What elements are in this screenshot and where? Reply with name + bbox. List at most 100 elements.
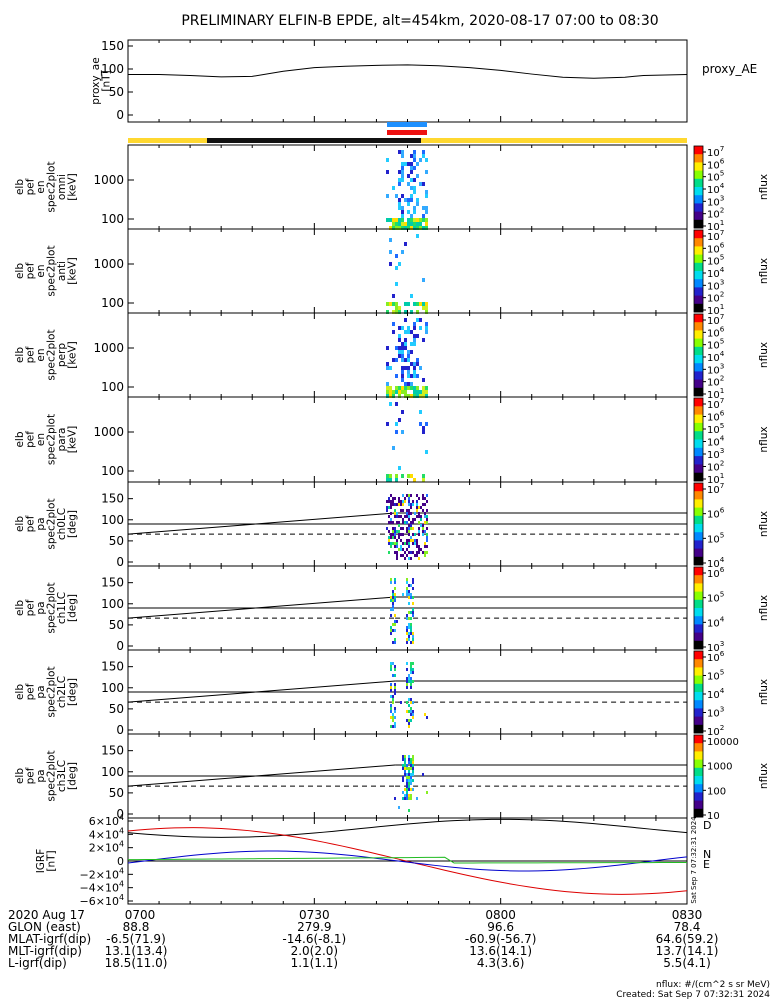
colorbar-title: nflux (758, 595, 770, 621)
spectrogram-pixel (422, 226, 425, 230)
colorbar-tick-label: 105 (707, 421, 724, 436)
y-tick-label: 1000 (93, 173, 124, 187)
colorbar-tick-label: 103 (707, 277, 724, 292)
spectrogram-pixel (404, 346, 407, 350)
y-axis-label-line: elb (14, 684, 26, 700)
y-axis-label-line: elb (14, 263, 26, 279)
spectrogram-pixel (422, 182, 425, 186)
pa-pixel (402, 554, 404, 557)
pa-pixel (424, 545, 426, 548)
spectrogram-pixel (401, 354, 404, 358)
colorbar-tick-label: 102 (707, 374, 724, 389)
pa-pixel (392, 596, 394, 599)
pa-pixel (410, 764, 412, 767)
spectrogram-pixel (395, 386, 398, 390)
spectrogram-pixel (386, 386, 389, 390)
spectrogram-pixel (425, 218, 428, 222)
pa-pixel (394, 596, 396, 599)
pa-pixel (408, 512, 410, 515)
pa-pixel (410, 701, 412, 704)
colorbar-tick-label: 103 (707, 639, 724, 654)
pa-pixel (394, 509, 396, 512)
y-axis-label-line: pef (24, 262, 36, 279)
pa-pixel (406, 593, 408, 596)
colorbar-tick-label: 10000 (707, 737, 739, 748)
colorbar-tick-label: 101 (707, 302, 724, 317)
colorbar-label: nflux (758, 595, 770, 621)
spectrogram-pixel (425, 306, 428, 310)
spectrogram-pixel (413, 366, 416, 370)
pa-pixel (408, 767, 410, 770)
colorbar-tick-label: 104 (707, 265, 725, 280)
pa-pixel (412, 668, 414, 671)
y-tick-label: 150 (101, 39, 124, 53)
pa-pixel (406, 677, 408, 680)
pa-pixel (406, 587, 408, 590)
spectrogram-pixel (386, 422, 389, 426)
pa-pixel (386, 500, 388, 503)
pa-pixel (406, 680, 408, 683)
pa-pixel (400, 545, 402, 548)
colorbar-segment (694, 254, 703, 264)
pa-pixel (402, 521, 404, 524)
y-axis-label-line: pa (35, 685, 47, 698)
spectrogram-pixel (401, 350, 404, 354)
spectrogram-pixel (398, 350, 401, 354)
colorbar-segment (694, 583, 703, 593)
pa-pixel (408, 638, 410, 641)
pa-pixel (390, 494, 392, 497)
pa-pixel (390, 518, 392, 521)
pa-pixel (408, 542, 410, 545)
spectrogram-pixel (407, 162, 410, 166)
y-tick-label: 4×104 (89, 826, 124, 841)
spectrogram-pixel (419, 410, 422, 414)
y-axis-label-line: pef (24, 683, 36, 700)
colorbar-tick-label: 107 (707, 396, 724, 411)
footer-cell-mlat: -6.5(71.9) (106, 932, 166, 946)
y-axis-label-line: en (35, 433, 47, 446)
footer-cell-time: 0800 (485, 908, 516, 922)
pa-pixel (408, 677, 410, 680)
pa-pixel (414, 512, 416, 515)
pa-pixel (408, 551, 410, 554)
pa-pixel (412, 767, 414, 770)
pa-pixel (418, 533, 420, 536)
pa-pixel (422, 527, 424, 530)
pa-pixel (426, 500, 428, 503)
colorbar-segment (694, 575, 703, 584)
colorbar-segment (694, 683, 703, 693)
pa-pixel (390, 599, 392, 602)
spectrogram-pixel (404, 366, 407, 370)
colorbar-tick-label: 101 (707, 471, 724, 486)
colorbar-segment (694, 808, 703, 818)
spectrogram-pixel (389, 478, 392, 482)
spectrogram-pixel (425, 226, 428, 230)
colorbar-frame (693, 229, 704, 313)
pa-pixel (392, 662, 394, 665)
pa-pixel (414, 533, 416, 536)
spectrogram-pixel (389, 262, 392, 266)
colorbar-segment (694, 483, 703, 492)
colorbar-segment (694, 439, 703, 449)
pa-pixel (408, 776, 410, 779)
pa-pixel (396, 551, 398, 554)
colorbar-segment (694, 431, 703, 440)
pa-pixel (426, 521, 428, 524)
pa-pixel (416, 509, 418, 512)
pa-pixel (390, 581, 392, 584)
y-axis-label-line: elb (14, 431, 26, 447)
spectrogram-pixel (413, 386, 416, 390)
y-axis-label-line: spec2plot (45, 498, 57, 549)
pa-pixel (394, 542, 396, 545)
pa-pixel (394, 668, 396, 671)
pa-pixel (388, 515, 390, 518)
spectrogram-pixel (395, 346, 398, 350)
pa-pixel (396, 557, 398, 560)
y-axis-label-line: [deg] (66, 678, 78, 706)
pa-pixel (424, 512, 426, 515)
pa-pixel (386, 509, 388, 512)
pa-pixel (408, 770, 410, 773)
y-axis-label-line: spec2plot (45, 666, 57, 717)
y-axis-label-line: [deg] (66, 762, 78, 790)
spectrogram-pixel (395, 430, 398, 434)
